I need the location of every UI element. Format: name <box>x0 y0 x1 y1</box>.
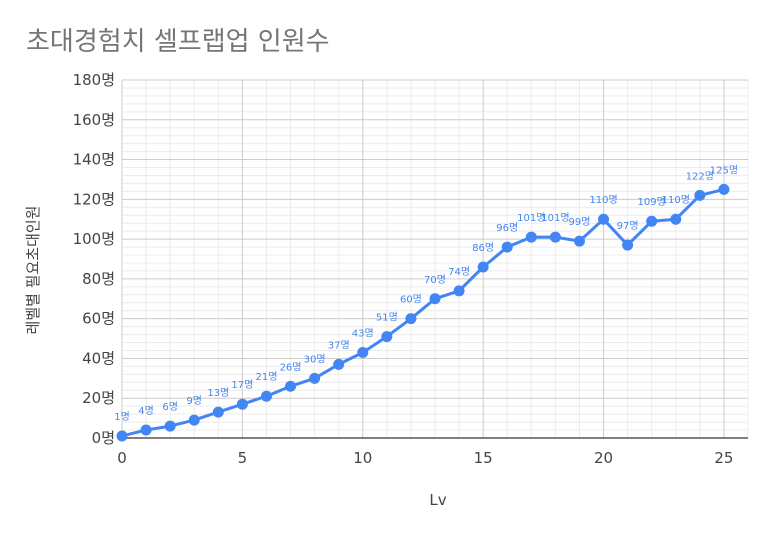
data-label: 51명 <box>376 312 398 324</box>
data-label: 99명 <box>568 216 590 228</box>
data-point <box>116 430 128 442</box>
data-point <box>453 285 465 297</box>
data-label: 30명 <box>304 353 326 365</box>
y-tick-label: 60명 <box>82 310 115 328</box>
x-tick-label: 25 <box>714 449 733 467</box>
data-point <box>140 424 152 436</box>
data-label: 96명 <box>496 222 518 234</box>
data-labels: 1명 4명 6명 9명 13명17명21명26명30명37명43명51명60명70명74… <box>114 164 738 423</box>
data-label: 37명 <box>328 339 350 351</box>
data-point <box>285 380 297 392</box>
x-tick-label: 0 <box>117 449 127 467</box>
y-axis-title: 레벨별 필요초대인원 <box>24 206 42 335</box>
data-point <box>188 414 200 426</box>
data-point <box>357 346 369 358</box>
data-point <box>622 239 634 251</box>
data-label: 4명 <box>138 405 154 417</box>
data-label: 26명 <box>280 361 302 373</box>
data-point <box>236 398 248 410</box>
data-point <box>212 406 224 418</box>
data-label: 9명 <box>186 395 202 407</box>
data-point <box>501 241 513 253</box>
data-label: 101명 <box>541 212 569 224</box>
data-point <box>333 358 345 370</box>
data-label: 125명 <box>710 164 738 176</box>
data-point <box>525 231 537 243</box>
data-label: 109명 <box>638 196 666 208</box>
data-point <box>598 213 610 225</box>
y-tick-label: 180명 <box>73 71 115 89</box>
data-point <box>309 372 321 384</box>
data-label: 60명 <box>400 294 422 306</box>
data-point <box>670 213 682 225</box>
data-label: 122명 <box>686 170 714 182</box>
data-label: 97명 <box>617 220 639 232</box>
y-tick-label: 20명 <box>82 389 115 407</box>
data-label: 21명 <box>255 371 277 383</box>
data-label: 17명 <box>231 379 253 391</box>
data-point <box>573 235 585 247</box>
data-point <box>381 331 393 343</box>
data-point <box>405 313 417 325</box>
data-label: 74명 <box>448 266 470 278</box>
data-label: 6명 <box>162 401 178 413</box>
data-point <box>549 231 561 243</box>
data-point <box>429 293 441 305</box>
y-tick-label: 0명 <box>92 429 115 447</box>
data-label: 110명 <box>589 194 617 206</box>
data-label: 86명 <box>472 242 494 254</box>
data-point <box>260 390 272 402</box>
x-tick-label: 20 <box>594 449 613 467</box>
x-tick-label: 5 <box>238 449 248 467</box>
y-tick-label: 140명 <box>73 151 115 169</box>
data-point <box>477 261 489 273</box>
chart-title: 초대경험치 셀프랩업 인원수 <box>26 27 330 57</box>
y-tick-label: 160명 <box>73 111 115 129</box>
data-label: 110명 <box>662 194 690 206</box>
data-label: 101명 <box>517 212 545 224</box>
data-point <box>718 183 730 195</box>
y-tick-label: 120명 <box>73 190 115 208</box>
axes: 0명 20명 40명 60명 80명 100명 120명 140명 160명 180명 0 5 10 15… <box>73 71 748 467</box>
x-tick-label: 15 <box>474 449 493 467</box>
data-label: 1명 <box>114 411 130 423</box>
x-axis-title: Lv <box>429 491 446 509</box>
x-tick-label: 10 <box>353 449 372 467</box>
data-point <box>164 420 176 432</box>
data-point <box>694 189 706 201</box>
data-label: 43명 <box>352 327 374 339</box>
gridlines <box>121 79 749 438</box>
series-line <box>116 183 730 442</box>
y-tick-label: 40명 <box>82 349 115 367</box>
y-tick-label: 80명 <box>82 270 115 288</box>
data-label: 13명 <box>207 387 229 399</box>
data-point <box>646 215 658 227</box>
y-tick-label: 100명 <box>73 230 115 248</box>
data-label: 70명 <box>424 274 446 286</box>
